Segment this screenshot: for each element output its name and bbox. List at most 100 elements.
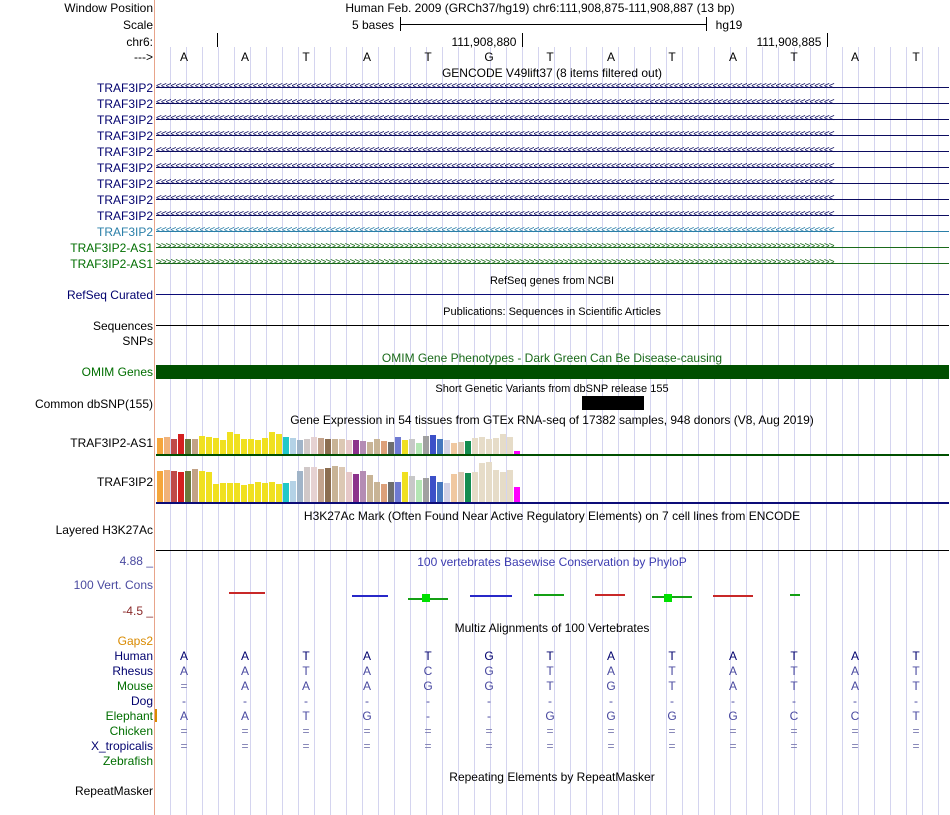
gtex-tissue-bar[interactable] xyxy=(157,438,163,454)
gtex-tissue-bar[interactable] xyxy=(353,474,359,502)
omim-genes-label[interactable]: OMIM Genes xyxy=(81,365,153,379)
gtex-tissue-bar[interactable] xyxy=(465,473,471,502)
gtex-tissue-bar[interactable] xyxy=(444,440,450,454)
gene-model-line[interactable] xyxy=(156,263,949,264)
gtex-tissue-bar[interactable] xyxy=(241,439,247,454)
species-label[interactable]: Rhesus xyxy=(112,664,153,678)
gtex-tissue-bar[interactable] xyxy=(297,440,303,454)
gtex-tissue-bar[interactable] xyxy=(493,438,499,454)
omim-gene-bar[interactable] xyxy=(156,365,949,379)
gtex-tissue-bar[interactable] xyxy=(290,481,296,502)
layered-h3k27ac-label[interactable]: Layered H3K27Ac xyxy=(55,523,153,537)
gtex-tissue-bar[interactable] xyxy=(185,439,191,454)
gtex-tissue-bar[interactable] xyxy=(171,439,177,454)
gtex-tissue-bar[interactable] xyxy=(500,434,506,454)
gencode-gene-label[interactable]: TRAF3IP2 xyxy=(96,193,153,207)
gtex-tissue-bar[interactable] xyxy=(451,443,457,454)
gtex-tissue-bar[interactable] xyxy=(507,437,513,454)
refseq-curated-label[interactable]: RefSeq Curated xyxy=(66,288,153,302)
gtex-tissue-bar[interactable] xyxy=(311,437,317,454)
gtex-tissue-bar[interactable] xyxy=(395,437,401,454)
gene-model-line[interactable] xyxy=(156,119,949,120)
gtex-label-traf3ip2-as1[interactable]: TRAF3IP2-AS1 xyxy=(70,436,153,450)
gene-model-line[interactable] xyxy=(156,199,949,200)
gtex-tissue-bar[interactable] xyxy=(269,432,275,454)
gtex-tissue-bar[interactable] xyxy=(234,483,240,502)
gtex-tissue-bar[interactable] xyxy=(409,439,415,454)
gtex-tissue-bar[interactable] xyxy=(318,469,324,502)
gtex-tissue-bar[interactable] xyxy=(402,472,408,502)
gene-model-line[interactable] xyxy=(156,151,949,152)
gtex-tissue-bar[interactable] xyxy=(423,436,429,454)
gene-model-line[interactable] xyxy=(156,183,949,184)
gtex-tissue-bar[interactable] xyxy=(339,439,345,454)
gtex-tissue-bar[interactable] xyxy=(227,483,233,502)
gtex-tissue-bar[interactable] xyxy=(241,485,247,502)
gtex-tissue-bar[interactable] xyxy=(444,483,450,502)
species-label[interactable]: Zebrafish xyxy=(102,754,153,768)
gene-model-line[interactable] xyxy=(156,215,949,216)
gtex-tissue-bar[interactable] xyxy=(185,471,191,502)
gtex-tissue-bar[interactable] xyxy=(276,484,282,502)
gtex-tissue-bar[interactable] xyxy=(451,474,457,502)
gtex-tissue-bar[interactable] xyxy=(367,442,373,454)
gtex-tissue-bar[interactable] xyxy=(381,441,387,454)
gtex-tissue-bar[interactable] xyxy=(332,439,338,454)
gene-model-line[interactable] xyxy=(156,167,949,168)
gtex-tissue-bar[interactable] xyxy=(318,438,324,454)
gtex-tissue-bar[interactable] xyxy=(388,442,394,454)
gtex-tissue-bar[interactable] xyxy=(402,440,408,454)
species-label[interactable]: Dog xyxy=(130,694,153,708)
gtex-tissue-bar[interactable] xyxy=(227,432,233,454)
gtex-tissue-bar[interactable] xyxy=(262,483,268,502)
gtex-tissue-bar[interactable] xyxy=(290,438,296,454)
gtex-tissue-bar[interactable] xyxy=(206,472,212,502)
gtex-tissue-bar[interactable] xyxy=(479,437,485,454)
phylop-label[interactable]: 100 Vert. Cons xyxy=(73,578,153,592)
common-dbsnp-label[interactable]: Common dbSNP(155) xyxy=(34,397,153,411)
gencode-gene-label[interactable]: TRAF3IP2 xyxy=(96,161,153,175)
gtex-tissue-bar[interactable] xyxy=(332,466,338,502)
gencode-gene-label[interactable]: TRAF3IP2 xyxy=(96,225,153,239)
gtex-tissue-bar[interactable] xyxy=(423,478,429,502)
gtex-tissue-bar[interactable] xyxy=(514,451,520,454)
gtex-tissue-bar[interactable] xyxy=(248,484,254,502)
gtex-tissue-bar[interactable] xyxy=(304,467,310,502)
gtex-tissue-bar[interactable] xyxy=(374,482,380,502)
gtex-tissue-bar[interactable] xyxy=(220,440,226,454)
species-label[interactable]: Chicken xyxy=(109,724,153,738)
gtex-tissue-bar[interactable] xyxy=(458,442,464,454)
gene-model-line[interactable] xyxy=(156,87,949,88)
gtex-tissue-bar[interactable] xyxy=(297,471,303,502)
gtex-tissue-bar[interactable] xyxy=(430,435,436,454)
gtex-tissue-bar[interactable] xyxy=(213,438,219,454)
gtex-tissue-bar[interactable] xyxy=(178,472,184,502)
gtex-tissue-bar[interactable] xyxy=(220,483,226,502)
gtex-tissue-bar[interactable] xyxy=(486,439,492,454)
species-label[interactable]: X_tropicalis xyxy=(90,739,153,753)
gtex-tissue-bar[interactable] xyxy=(346,440,352,454)
gtex-label-traf3ip2[interactable]: TRAF3IP2 xyxy=(96,475,153,489)
gtex-tissue-bar[interactable] xyxy=(325,439,331,454)
gtex-tissue-bar[interactable] xyxy=(199,471,205,502)
gencode-gene-label[interactable]: TRAF3IP2 xyxy=(96,97,153,111)
gene-model-line[interactable] xyxy=(156,135,949,136)
gtex-tissue-bar[interactable] xyxy=(458,472,464,502)
gencode-gene-label[interactable]: TRAF3IP2 xyxy=(96,145,153,159)
gtex-tissue-bar[interactable] xyxy=(437,482,443,502)
snps-label[interactable]: SNPs xyxy=(122,334,153,348)
gencode-gene-label[interactable]: TRAF3IP2 xyxy=(96,81,153,95)
gtex-tissue-bar[interactable] xyxy=(269,482,275,502)
gtex-tissue-bar[interactable] xyxy=(395,482,401,502)
species-label[interactable]: Human xyxy=(114,649,153,663)
gaps2-label[interactable]: Gaps2 xyxy=(117,634,153,648)
gtex-tissue-bar[interactable] xyxy=(465,441,471,454)
gtex-tissue-bar[interactable] xyxy=(213,484,219,502)
gtex-tissue-bar[interactable] xyxy=(388,482,394,502)
gtex-tissue-bar[interactable] xyxy=(325,468,331,502)
gtex-tissue-bar[interactable] xyxy=(178,434,184,454)
gtex-tissue-bar[interactable] xyxy=(353,440,359,454)
gtex-tissue-bar[interactable] xyxy=(360,441,366,454)
repeatmasker-label[interactable]: RepeatMasker xyxy=(74,784,153,798)
refseq-line[interactable] xyxy=(156,294,949,295)
